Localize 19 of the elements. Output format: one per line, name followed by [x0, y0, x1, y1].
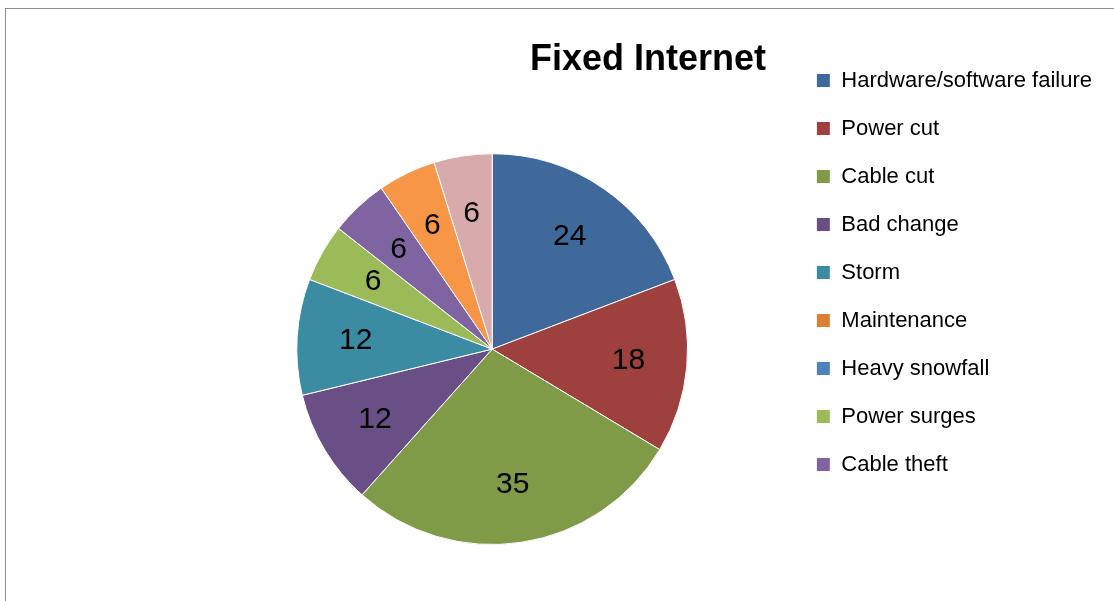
legend-label: Hardware/software failure — [841, 66, 1093, 92]
legend-label: Power cut — [841, 114, 940, 140]
data-label: 6 — [463, 195, 480, 229]
chart-title: Fixed Internet — [529, 36, 767, 78]
data-label: 35 — [496, 465, 530, 499]
data-label: 6 — [364, 262, 382, 296]
data-label: 12 — [358, 400, 392, 434]
legend-label: Cable cut — [841, 162, 935, 188]
legend-label: Cable theft — [841, 450, 948, 476]
legend-label: Power surges — [841, 402, 976, 428]
legend-label: Bad change — [841, 210, 959, 236]
data-label: 12 — [338, 321, 373, 355]
data-label: 6 — [390, 230, 407, 264]
data-label: 24 — [553, 217, 587, 251]
data-label: 18 — [611, 342, 646, 376]
legend-label: Storm — [841, 258, 901, 284]
legend-label: Heavy snowfall — [841, 354, 990, 380]
data-label: 6 — [424, 207, 441, 241]
legend-label: Maintenance — [841, 306, 968, 332]
